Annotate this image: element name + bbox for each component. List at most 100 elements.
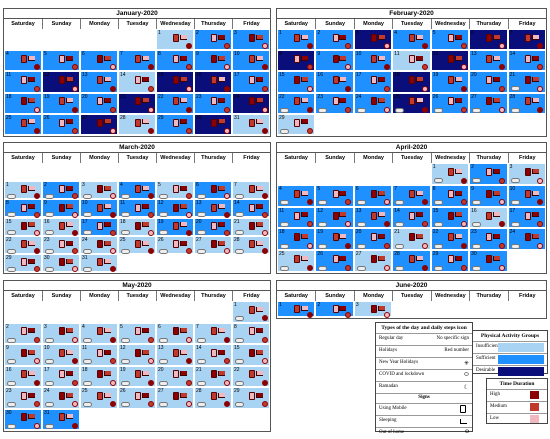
phone-icon [134,76,141,85]
phone-icon [486,255,493,264]
phone-icon [370,76,377,85]
bed-icon [339,98,347,104]
phone-icon [248,370,255,379]
out-of-home-icon [460,85,467,92]
day-number: 4 [120,182,123,189]
day-cell: 6 [353,184,393,207]
bed-icon [255,55,263,61]
day-cell: 23 [469,228,508,251]
day-number: 25 [120,236,126,243]
out-of-home-icon [33,401,40,408]
day-cell: 13 [80,71,118,93]
bed-icon [454,190,462,196]
day-cell: 21 [232,217,270,236]
out-of-home-icon [223,379,230,386]
out-of-home-icon [109,64,116,71]
legend-label: Holidays [379,348,398,353]
bed-icon [377,234,385,240]
bed-icon [454,255,462,261]
out-of-home-icon [33,422,40,429]
day-cell: 29 [277,113,316,135]
bed-icon [454,234,462,240]
phone-icon [20,413,27,422]
day-cell: 28 [194,387,232,409]
bed-icon [377,212,385,218]
mask-icon [45,230,54,236]
bed-icon [103,204,111,210]
day-cell: 10 [507,184,546,207]
phone-icon [447,76,454,85]
legend-label: Sufficient [476,356,496,361]
day-number: 15 [432,207,439,214]
bed-icon [255,186,263,192]
mask-icon [197,248,206,254]
phone-icon [524,97,531,106]
phone-icon [20,221,27,230]
day-number: 3 [234,30,237,36]
day-number: 21 [234,218,240,225]
mask-icon [235,337,244,343]
month-title: April-2020 [395,144,428,151]
out-of-home-icon [306,264,313,271]
legend-label: Medium [490,404,507,409]
mask-icon [356,200,366,206]
day-number: 29 [279,114,285,121]
bed-icon [141,222,149,228]
out-of-home-icon [261,229,268,236]
day-number: 17 [44,366,50,373]
phone-icon [332,33,339,42]
bed-icon [255,77,263,83]
out-of-home-icon [185,358,192,365]
phone-icon [20,327,27,336]
day-cell: 6 [80,50,118,72]
out-of-home-icon [33,336,40,343]
out-of-home-icon [261,211,268,218]
phone-icon [58,221,65,230]
day-cell: 26 [118,387,156,409]
day-cell: 1 [430,163,470,185]
day-cell: 8 [232,322,270,344]
bed-icon [531,168,539,174]
bed-icon [493,77,501,83]
day-number: 13 [355,207,362,214]
day-cell: 25 [277,250,316,272]
mask-icon [45,402,54,408]
out-of-home-icon [460,221,467,228]
day-number: 2 [196,30,199,36]
day-number: 13 [82,72,88,79]
day-number: 24 [44,388,50,394]
weekday-label: Monday [80,153,118,163]
day-number: 1 [158,30,161,36]
day-cell: 8 [4,199,42,218]
out-of-home-icon [261,127,268,134]
mask-icon [510,200,520,206]
out-of-home-icon [460,199,467,206]
out-of-home-icon [185,401,192,408]
mask-icon [356,265,366,271]
day-cell: 31 [232,113,270,135]
day-number: 22 [6,236,12,243]
out-of-home-icon [185,85,192,92]
out-of-home-icon [71,379,78,386]
bed-icon [217,186,225,192]
phone-icon [486,167,493,176]
day-cell: 17 [232,71,270,93]
out-of-home-icon [498,64,505,71]
bed-icon [179,119,187,125]
weekday-label: Monday [80,291,118,301]
bed-icon [255,306,263,312]
day-number: 15 [158,72,164,79]
day-number: 13 [471,51,477,58]
legend-day-types: Types of the day and daily steps icon Re… [375,322,473,435]
empty-day-cell [430,113,470,135]
bed-icon [141,204,149,210]
out-of-home-icon [185,229,192,236]
day-number: 5 [317,185,321,192]
legend-row-using-mobile: Using Mobile [376,403,472,415]
legend-pa-title: Physical Activity Groups [480,333,540,339]
out-of-home-icon [33,127,40,134]
day-number: 8 [158,51,161,58]
bed-icon [27,119,35,125]
mask-icon [159,230,168,236]
day-number: 31 [44,409,50,416]
